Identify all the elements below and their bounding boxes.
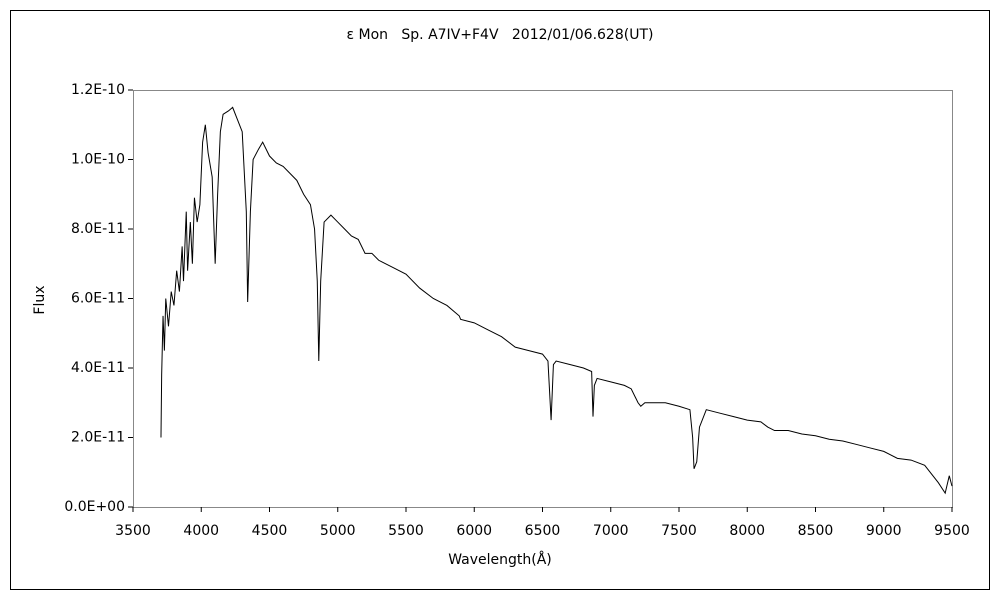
- x-tick-label: 6000: [456, 523, 492, 539]
- x-tick-label: 5000: [320, 523, 356, 539]
- x-tick-label: 6500: [525, 523, 561, 539]
- x-tick-label: 8000: [729, 523, 765, 539]
- x-tick-label: 9000: [866, 523, 902, 539]
- x-tick-label: 8500: [798, 523, 834, 539]
- x-tick-label: 5500: [388, 523, 424, 539]
- chart-frame: [10, 10, 990, 590]
- x-axis-title: Wavelength(Å): [448, 551, 552, 568]
- y-tick-label: 6.0E-11: [71, 291, 125, 307]
- y-tick-label: 2.0E-11: [71, 430, 125, 446]
- x-tick-label: 3500: [115, 523, 151, 539]
- y-tick-label: 4.0E-11: [71, 360, 125, 376]
- x-tick-label: 4500: [252, 523, 288, 539]
- x-tick-label: 7000: [593, 523, 629, 539]
- spectrum-line: [160, 106, 953, 495]
- y-tick-label: 0.0E+00: [64, 499, 125, 515]
- x-tick-label: 7500: [661, 523, 697, 539]
- y-tick-label: 8.0E-11: [71, 221, 125, 237]
- x-tick-label: 9500: [934, 523, 970, 539]
- x-tick-label: 4000: [183, 523, 219, 539]
- chart-title: ε Mon Sp. A7IV+F4V 2012/01/06.628(UT): [347, 27, 654, 43]
- y-tick-label: 1.0E-10: [71, 152, 125, 168]
- y-axis-title: Flux: [32, 285, 48, 314]
- y-tick-label: 1.2E-10: [71, 82, 125, 98]
